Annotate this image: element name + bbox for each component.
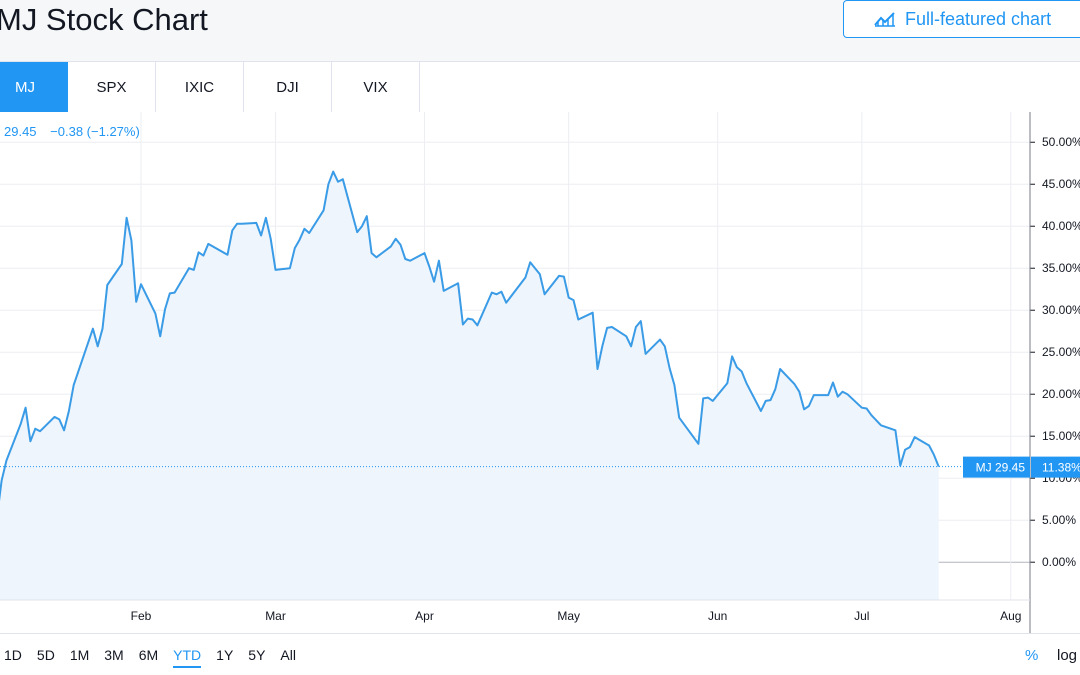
page-title: MJ Stock Chart: [0, 2, 208, 37]
chart-footer: 1D 5D 1M 3M 6M YTD 1Y 5Y All % log: [0, 633, 1080, 675]
price-chart[interactable]: 50.00% 45.00% 40.00% 35.00% 30.00% 25.00% 20.0…: [0, 112, 1080, 633]
last-value-tag: MJ 29.45 11.38%: [963, 456, 1080, 478]
tab-ixic[interactable]: IXIC: [156, 62, 244, 112]
range-5y[interactable]: 5Y: [248, 647, 266, 663]
percent-scale-toggle[interactable]: %: [1025, 647, 1039, 664]
y-tick-label: 40.00%: [1042, 219, 1080, 233]
series-area-fill: [0, 171, 939, 600]
chart-axes: [0, 112, 1035, 633]
tab-dji[interactable]: DJI: [244, 62, 332, 112]
last-value-label: MJ 29.45: [976, 461, 1026, 475]
x-tick-label: Mar: [265, 609, 286, 623]
chart-icon: [874, 12, 895, 27]
y-tick-label: 25.00%: [1042, 345, 1080, 359]
x-tick-label: Feb: [131, 609, 152, 623]
range-5d[interactable]: 5D: [36, 647, 55, 663]
symbol-tabs: MJ SPX IXIC DJI VIX: [0, 62, 420, 112]
series-legend: 29.45 −0.38 (−1.27%): [4, 124, 150, 139]
range-all[interactable]: All: [280, 647, 296, 663]
range-1y[interactable]: 1Y: [216, 647, 234, 663]
y-tick-label: 45.00%: [1042, 177, 1080, 191]
last-percent-box: [1031, 456, 1080, 478]
y-tick-label: 20.00%: [1042, 387, 1080, 401]
x-tick-label: May: [557, 609, 580, 623]
y-tick-label: 5.00%: [1042, 513, 1076, 527]
range-ytd[interactable]: YTD: [173, 647, 202, 668]
legend-change: −0.38 (−1.27%): [50, 124, 140, 139]
log-scale-toggle[interactable]: log: [1057, 647, 1078, 664]
x-tick-label: Aug: [1000, 609, 1021, 623]
x-tick-label: Apr: [415, 609, 434, 623]
x-tick-label: Jul: [854, 609, 869, 623]
full-featured-chart-button[interactable]: Full-featured chart: [843, 0, 1080, 38]
y-tick-label: 15.00%: [1042, 429, 1080, 443]
y-tick-label: 0.00%: [1042, 555, 1076, 569]
legend-price: 29.45: [4, 124, 37, 139]
tick-labels: 50.00% 45.00% 40.00% 35.00% 30.00% 25.00% 20.0…: [131, 135, 1080, 623]
y-tick-label: 50.00%: [1042, 135, 1080, 149]
range-6m[interactable]: 6M: [138, 647, 159, 663]
series-line: [0, 170, 940, 502]
range-3m[interactable]: 3M: [104, 647, 124, 663]
last-percent-label: 11.38%: [1042, 461, 1080, 475]
range-selector: 1D 5D 1M 3M 6M YTD 1Y 5Y All: [4, 647, 311, 668]
full-featured-chart-label: Full-featured chart: [905, 8, 1052, 29]
range-1m[interactable]: 1M: [69, 647, 90, 663]
last-value-box: [963, 456, 1030, 478]
tab-mj[interactable]: MJ: [0, 62, 68, 112]
tab-vix[interactable]: VIX: [332, 62, 420, 112]
chart-header: MJ Stock Chart Full-featured chart: [0, 0, 1080, 62]
y-tick-label: 35.00%: [1042, 261, 1080, 275]
x-tick-label: Jun: [708, 609, 727, 623]
y-tick-label: 30.00%: [1042, 303, 1080, 317]
range-1d[interactable]: 1D: [4, 647, 22, 663]
tab-spx[interactable]: SPX: [68, 62, 156, 112]
